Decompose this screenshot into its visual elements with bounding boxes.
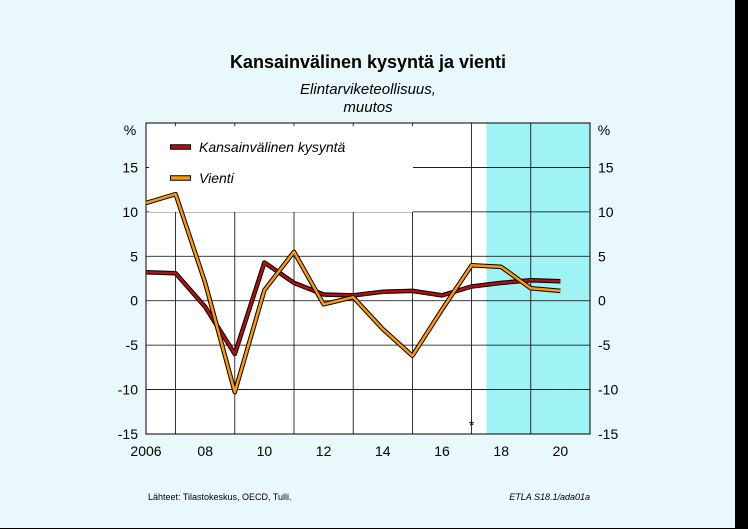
- chart-title: Kansainvälinen kysyntä ja vienti: [230, 52, 506, 72]
- y-tick-label-right: -5: [598, 337, 611, 353]
- x-tick-label: 10: [257, 443, 273, 459]
- y-tick-label-left: -10: [118, 382, 138, 398]
- y-tick-label-right: 15: [598, 159, 614, 175]
- y-tick-label-right: 10: [598, 204, 614, 220]
- y-tick-label-left: 15: [122, 159, 138, 175]
- legend-label: Kansainvälinen kysyntä: [199, 139, 346, 155]
- chart-subtitle-line-2: muutos: [343, 99, 393, 116]
- x-tick-label: 20: [553, 443, 569, 459]
- x-tick-label: 18: [493, 443, 509, 459]
- y-tick-label-right: 5: [598, 248, 606, 264]
- x-tick-label: 08: [197, 443, 213, 459]
- plot-frame: [145, 122, 591, 435]
- chart-subtitle-line-1: Elintarviketeollisuus,: [300, 81, 436, 98]
- forecast-marker: *: [469, 417, 475, 433]
- x-tick-label: 16: [434, 443, 450, 459]
- y-unit-right: %: [598, 122, 610, 138]
- x-tick-label: 12: [316, 443, 332, 459]
- y-tick-label-left: 0: [130, 293, 138, 309]
- y-tick-label-right: 0: [598, 293, 606, 309]
- y-tick-label-left: -5: [126, 337, 139, 353]
- y-tick-label-left: 10: [122, 204, 138, 220]
- y-tick-label-left: -15: [118, 426, 138, 442]
- legend-box: [149, 126, 413, 212]
- x-tick-label: 14: [375, 443, 391, 459]
- y-tick-label-left: 5: [130, 248, 138, 264]
- source-note: Lähteet: Tilastokeskus, OECD, Tulli.: [148, 492, 292, 502]
- y-unit-left: %: [124, 122, 136, 138]
- y-tick-label-right: -10: [598, 382, 618, 398]
- legend-label: Vienti: [199, 170, 235, 186]
- chart-code: ETLA S18.1/ada01a: [509, 492, 590, 502]
- y-tick-label-right: -15: [598, 426, 618, 442]
- series-line: [145, 192, 561, 394]
- x-tick-label: 2006: [130, 443, 161, 459]
